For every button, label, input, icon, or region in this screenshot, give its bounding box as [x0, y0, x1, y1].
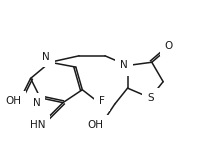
Text: HN: HN: [29, 120, 45, 130]
Text: OH: OH: [87, 120, 103, 130]
Text: F: F: [99, 96, 105, 106]
Text: S: S: [146, 93, 153, 103]
Text: O: O: [164, 41, 172, 51]
Text: N: N: [119, 60, 127, 71]
Text: N: N: [42, 52, 50, 62]
Text: N: N: [32, 98, 40, 108]
Text: OH: OH: [5, 96, 21, 106]
